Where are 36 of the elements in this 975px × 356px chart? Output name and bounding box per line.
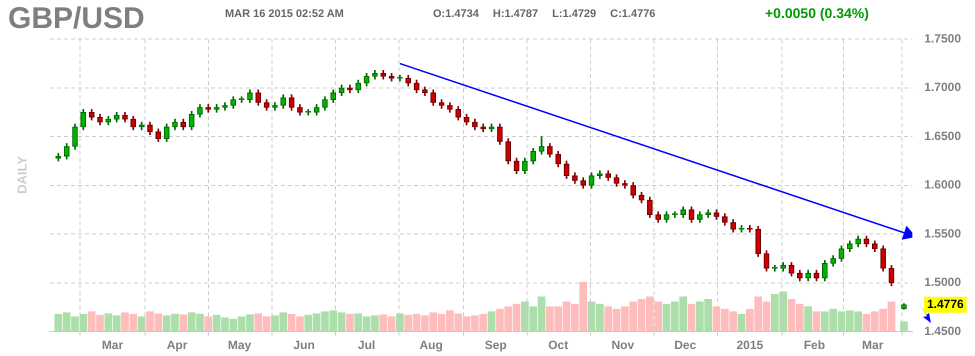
x-tick-label: Mar <box>862 338 884 352</box>
y-tick-label: 1.5000 <box>924 275 962 290</box>
x-tick-label: 2015 <box>736 338 764 352</box>
x-tick-label: Dec <box>674 338 697 352</box>
y-tick-label: 1.6500 <box>924 128 962 143</box>
x-tick-label: Jun <box>293 338 315 352</box>
bar <box>738 314 746 332</box>
bar <box>900 321 908 332</box>
x-tick-label: Feb <box>804 338 826 352</box>
x-tick-label: Oct <box>548 338 568 352</box>
y-tick-label: 1.7500 <box>924 32 962 46</box>
chart-title: GBP/USD <box>8 2 145 36</box>
y-tick-label: 1.4500 <box>924 324 962 338</box>
x-tick-label: Apr <box>166 338 188 352</box>
chart-subtitle: MAR 16 2015 02:52 AM <box>225 8 344 20</box>
x-tick-label: Aug <box>419 338 443 352</box>
x-tick-label: Jul <box>358 338 376 352</box>
x-tick-label: May <box>228 338 252 352</box>
x-tick-label: Nov <box>611 338 634 352</box>
bar <box>812 311 820 332</box>
text: C:1.4776 <box>610 8 656 20</box>
text: O:1.4734 <box>433 8 479 20</box>
y-tick-label: 1.5500 <box>924 226 962 240</box>
x-tick-label: Sep <box>484 338 507 352</box>
bar <box>804 306 812 332</box>
text: H:1.4787 <box>492 8 538 20</box>
bar <box>179 314 188 332</box>
y-tick-label: 1.6000 <box>924 178 962 192</box>
text: L:1.4729 <box>552 8 596 20</box>
annotation: 1.4776 <box>926 297 964 312</box>
bar <box>688 304 696 332</box>
text: +0.0050 (0.34%) <box>765 5 869 21</box>
bar <box>346 314 354 332</box>
x-tick-label: Mar <box>102 338 124 352</box>
bar <box>488 311 496 332</box>
y-tick-label: 1.7000 <box>924 80 962 94</box>
